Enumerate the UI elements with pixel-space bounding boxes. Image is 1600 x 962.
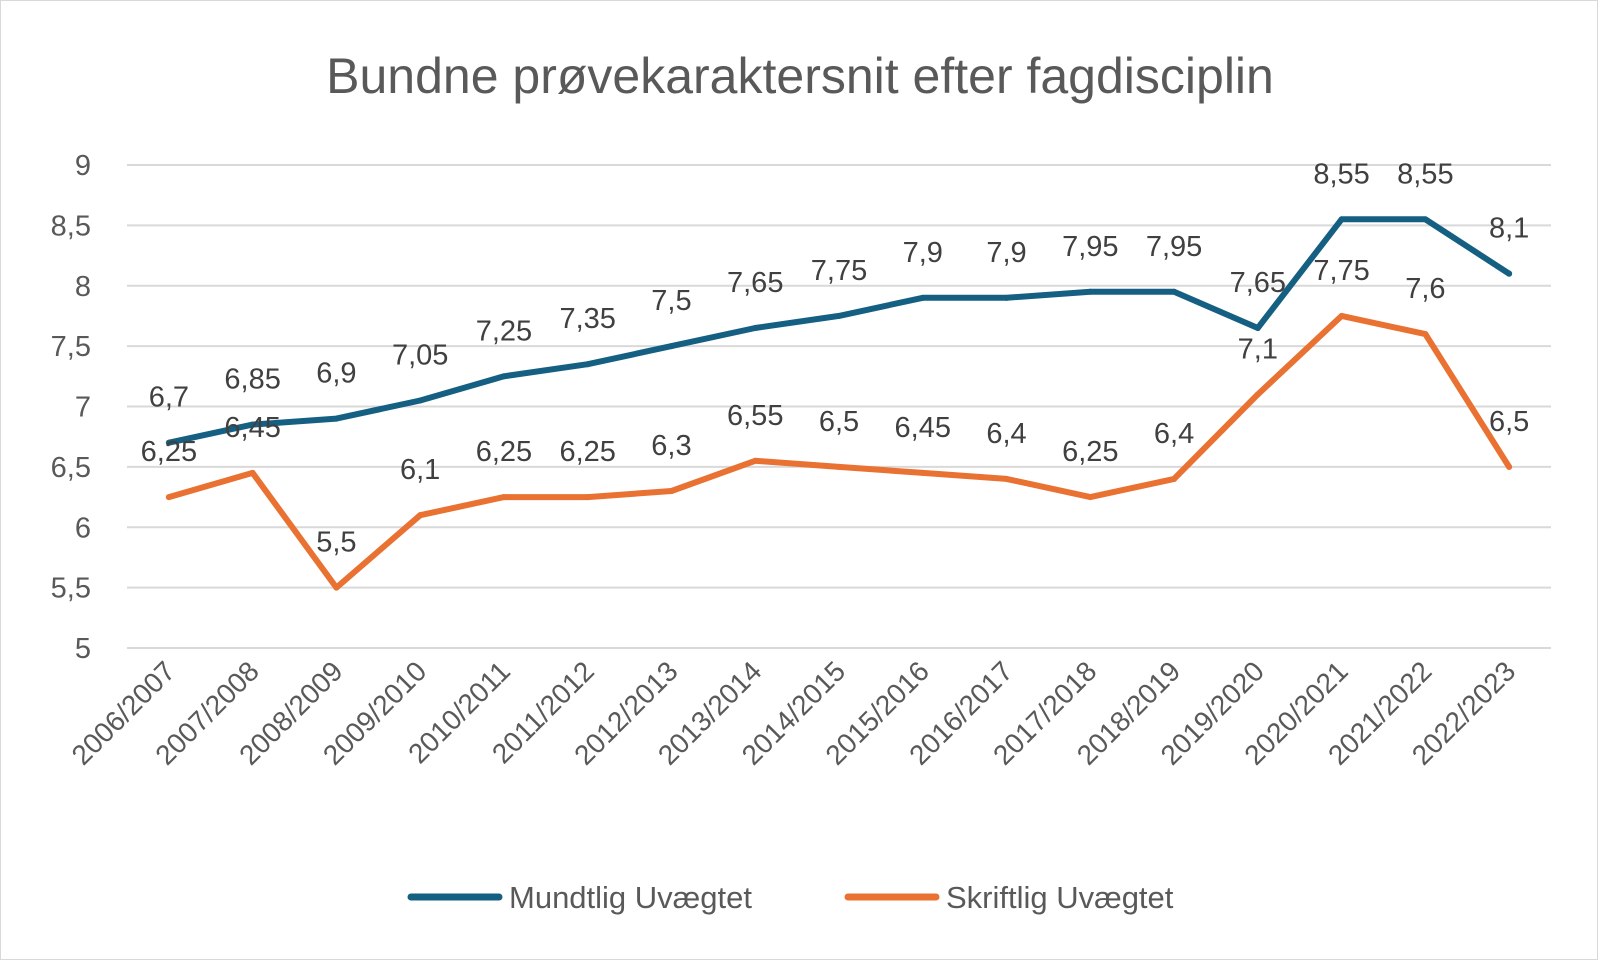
data-label: 7,25 (476, 315, 532, 347)
data-point (668, 488, 675, 495)
data-label: 6,4 (1154, 418, 1194, 450)
data-label: 6,55 (727, 400, 783, 432)
data-label: 6,1 (400, 454, 440, 486)
data-point (836, 463, 842, 470)
data-label: 6,25 (1062, 436, 1118, 468)
x-axis-ticks: 2006/20072007/20082008/20092009/20102010… (66, 655, 1522, 771)
legend-label: Mundtlig Uvægtet (509, 880, 752, 915)
data-point (584, 494, 591, 501)
data-label: 6,5 (819, 406, 859, 438)
data-point (500, 373, 507, 380)
data-point (1003, 294, 1010, 301)
series-line-skriftlig (165, 312, 1513, 591)
data-label: 6,45 (224, 412, 280, 444)
data-point (165, 439, 172, 446)
data-point (1422, 216, 1429, 223)
data-point (165, 494, 172, 501)
data-point (1338, 216, 1345, 223)
chart-title: Bundne prøvekaraktersnit efter fagdiscip… (326, 48, 1274, 104)
data-label: 6,25 (476, 436, 532, 468)
data-point (1087, 494, 1094, 501)
data-label: 6,85 (224, 364, 280, 396)
data-point (500, 494, 507, 501)
data-label: 7,6 (1405, 273, 1445, 305)
series-lines (165, 216, 1513, 591)
data-point (1087, 288, 1094, 295)
y-axis-ticks: 5 5,5 6 6,5 7 7,5 8 8,5 9 (51, 150, 91, 665)
data-point (417, 397, 424, 404)
data-label: 7,75 (811, 255, 867, 287)
data-point (1254, 325, 1261, 332)
data-label: 6,3 (651, 430, 691, 462)
data-label: 8,55 (1397, 158, 1453, 190)
data-label: 7,95 (1062, 231, 1118, 263)
y-tick-label: 6 (75, 512, 91, 544)
data-point (333, 584, 340, 591)
data-point (417, 512, 424, 519)
data-label: 5,5 (316, 527, 356, 559)
gridlines (127, 164, 1551, 649)
data-labels: 6,7 6,85 6,9 7,05 7,25 7,35 7,5 7,65 7,75 7,9 7,9 7… (141, 158, 1530, 558)
data-label: 8,1 (1489, 213, 1529, 245)
data-point (1506, 463, 1513, 470)
data-point (1506, 270, 1513, 277)
data-label: 7,9 (903, 237, 943, 269)
data-label: 6,7 (149, 382, 189, 414)
data-point (919, 294, 926, 301)
y-tick-label: 5 (75, 633, 91, 665)
data-point (1003, 475, 1010, 482)
y-tick-label: 8 (75, 271, 91, 303)
data-point (919, 469, 926, 476)
data-label: 7,35 (559, 303, 615, 335)
data-label: 6,4 (986, 418, 1026, 450)
data-label: 7,95 (1146, 231, 1202, 263)
y-tick-label: 7,5 (51, 331, 91, 363)
data-label: 6,25 (141, 436, 197, 468)
data-label: 8,55 (1313, 158, 1369, 190)
data-point (584, 361, 591, 368)
data-point (249, 421, 256, 428)
data-label: 6,5 (1489, 406, 1529, 438)
data-point (752, 325, 759, 332)
data-point (668, 343, 675, 350)
data-point (1254, 391, 1261, 398)
data-label: 7,05 (392, 339, 448, 371)
data-point (1338, 312, 1345, 319)
data-point (333, 415, 340, 422)
data-point (836, 312, 842, 319)
data-label: 7,75 (1313, 255, 1369, 287)
y-tick-label: 6,5 (51, 452, 91, 484)
data-label: 7,5 (651, 285, 691, 317)
legend-label: Skriftlig Uvægtet (946, 880, 1174, 915)
data-label: 6,45 (895, 412, 951, 444)
data-label: 6,9 (316, 358, 356, 390)
y-tick-label: 9 (75, 150, 91, 182)
data-point (1171, 475, 1178, 482)
data-label: 6,25 (559, 436, 615, 468)
data-label: 7,9 (986, 237, 1026, 269)
data-point (1171, 288, 1178, 295)
y-tick-label: 8,5 (51, 210, 91, 242)
data-label: 7,65 (1230, 267, 1286, 299)
data-label: 7,65 (727, 267, 783, 299)
data-point (249, 469, 256, 476)
data-point (1422, 331, 1429, 338)
data-point (752, 457, 759, 464)
y-tick-label: 7 (75, 392, 91, 424)
data-label: 7,1 (1238, 333, 1278, 365)
y-tick-label: 5,5 (51, 573, 91, 605)
legend: Mundtlig Uvægtet Skriftlig Uvægtet (407, 880, 1174, 915)
